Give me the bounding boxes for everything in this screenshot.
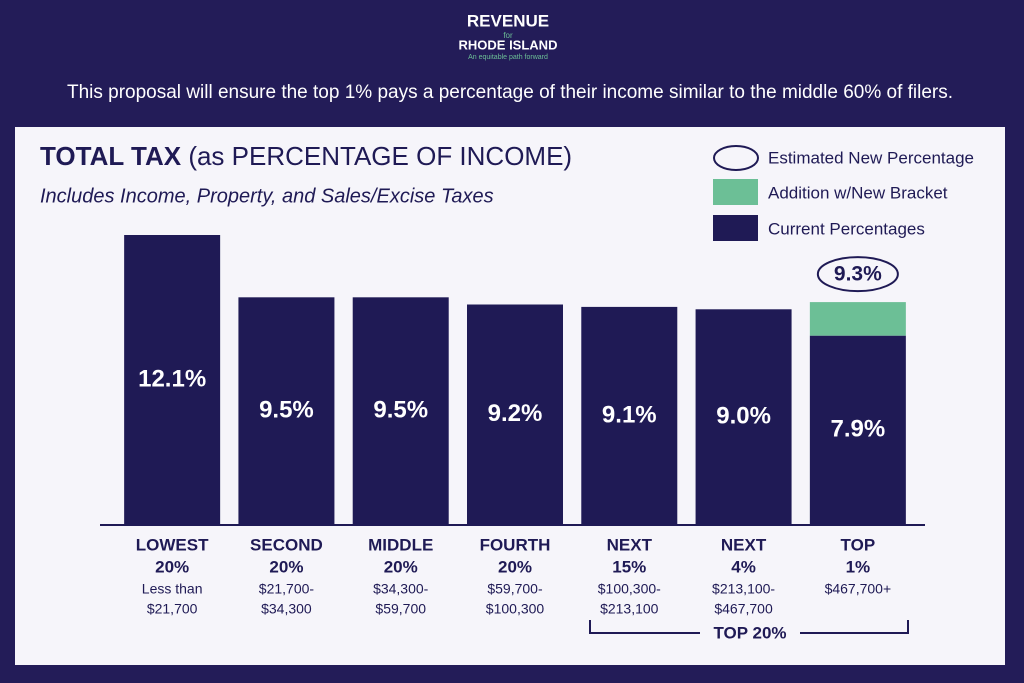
chart-subtitle: Includes Income, Property, and Sales/Exc…	[40, 185, 494, 207]
income-range: $59,700-	[487, 581, 543, 597]
bar	[352, 297, 449, 525]
bar	[809, 335, 906, 525]
x-tick-label: 20%	[155, 557, 189, 576]
bar	[467, 304, 563, 525]
income-range: $467,700+	[825, 581, 892, 597]
bracket	[589, 620, 909, 634]
income-range: Less than	[142, 581, 203, 597]
value-label: 7.9%	[831, 416, 886, 443]
bar	[124, 235, 221, 525]
income-range: $213,100	[600, 601, 659, 617]
income-range: $100,300	[486, 601, 545, 617]
legend-swatch	[713, 215, 758, 241]
x-tick-label: FOURTH	[480, 535, 551, 554]
title-suffix: (as PERCENTAGE OF INCOME)	[188, 141, 572, 171]
x-tick-label: LOWEST	[136, 535, 209, 554]
bracket-label: TOP 20%	[713, 623, 786, 642]
x-tick-label: 20%	[384, 557, 418, 576]
legend-label: Estimated New Percentage	[768, 148, 974, 167]
bar	[238, 297, 335, 525]
income-range: $21,700-	[259, 581, 315, 597]
x-tick-label: SECOND	[250, 535, 323, 554]
value-label: 9.0%	[716, 402, 771, 429]
income-range: $467,700	[714, 601, 773, 617]
chart-title: TOTAL TAX (as PERCENTAGE OF INCOME)	[40, 141, 572, 171]
value-label: 12.1%	[138, 365, 206, 392]
legend-swatch	[713, 145, 759, 171]
income-range: $213,100-	[712, 581, 775, 597]
value-label: 9.1%	[602, 401, 657, 428]
x-tick-label: MIDDLE	[368, 535, 433, 554]
value-label: 9.5%	[259, 397, 314, 424]
x-tick-label: 20%	[498, 557, 532, 576]
income-range: $34,300-	[373, 581, 429, 597]
x-tick-label: TOP	[841, 535, 876, 554]
income-range: $21,700	[147, 601, 198, 617]
logo-line: for	[503, 31, 513, 40]
legend-label: Addition w/New Bracket	[768, 183, 948, 202]
legend-label: Current Percentages	[768, 219, 925, 238]
value-label: 9.5%	[373, 397, 428, 424]
legend-swatch	[713, 179, 758, 205]
x-tick-label: 4%	[731, 557, 756, 576]
x-tick-label: NEXT	[607, 535, 653, 554]
bar	[581, 306, 678, 525]
logo-line: REVENUE	[467, 11, 549, 30]
estimate-marker	[816, 256, 899, 293]
title-bold: TOTAL TAX	[40, 141, 182, 171]
headline: This proposal will ensure the top 1% pay…	[67, 82, 953, 103]
income-range: $34,300	[261, 601, 312, 617]
logo-tagline: An equitable path forward	[468, 54, 548, 61]
x-tick-label: 1%	[846, 557, 871, 576]
bar	[695, 309, 792, 525]
logo-line: RHODE ISLAND	[459, 37, 558, 52]
income-range: $59,700	[375, 601, 426, 617]
x-tick-label: NEXT	[721, 535, 767, 554]
x-tick-label: 15%	[612, 557, 646, 576]
bar	[809, 302, 906, 336]
value-label: 9.2%	[488, 400, 543, 427]
estimate-label: 9.3%	[834, 263, 882, 286]
x-tick-label: 20%	[269, 557, 303, 576]
income-range: $100,300-	[598, 581, 661, 597]
